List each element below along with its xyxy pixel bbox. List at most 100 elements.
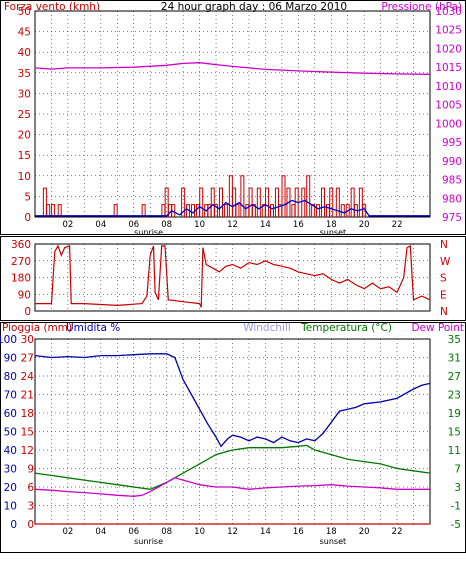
compass-label: W: [440, 256, 451, 268]
y-tick-label: 9: [27, 464, 34, 476]
wind-bar: [164, 187, 169, 217]
y-tick-label: 6: [27, 482, 34, 494]
x-tick-label: 08: [161, 527, 172, 537]
wind-bar: [321, 187, 326, 217]
x-tick-label: 20: [359, 527, 370, 537]
x-tick-label: 14: [260, 527, 271, 537]
y-tick-label: 30: [18, 88, 31, 100]
x-tick-label: 12: [227, 527, 238, 537]
y-tick-label: 1025: [435, 25, 462, 37]
wind-bar: [228, 175, 233, 217]
x-tick-label: 18: [326, 527, 337, 537]
wind-bar: [251, 204, 256, 217]
wind-bar: [141, 204, 146, 217]
wind-bar: [46, 204, 51, 217]
compass-label: S: [440, 273, 447, 285]
wind-bar: [113, 204, 118, 217]
wind-bar: [256, 187, 261, 217]
y-tick-label: 10: [4, 501, 17, 513]
wind-bar: [270, 204, 274, 217]
wind-bar: [161, 204, 166, 217]
y-tick-label: 1030: [435, 6, 462, 18]
x-tick-label: 08: [161, 220, 172, 230]
pressure-axis-label: Pressione (hPa): [381, 1, 462, 13]
y-tick-label: 27: [448, 371, 461, 383]
temperature-line: [34, 444, 431, 490]
wind-bar: [240, 175, 245, 217]
y-tick-label: 985: [442, 175, 462, 187]
humidity-axis-label: Umidita %: [66, 322, 120, 334]
wind-bar: [42, 187, 47, 217]
wind-bar: [232, 187, 237, 217]
wind-bar: [311, 204, 316, 217]
y-tick-label: 1020: [435, 43, 462, 55]
y-tick-label: 7: [454, 464, 461, 476]
y-tick-label: 35: [18, 68, 31, 80]
y-tick-label: 90: [18, 289, 31, 301]
y-tick-label: 5: [24, 191, 31, 203]
wind-pressure-x-ticks: 02 04 06 08 10 12 14 16 18 20 22: [63, 220, 403, 230]
wind-bar: [306, 175, 311, 217]
y-tick-label: 1000: [435, 118, 462, 130]
y-tick-label: 40: [4, 445, 17, 457]
pressure-axis-ticks: 975 980 985 990 995 1000 1005 1010 1015 1020 1025 1…: [435, 6, 462, 224]
y-tick-label: 12: [21, 445, 34, 457]
temperature-axis-label: Temperatura (°C): [300, 322, 392, 334]
wind-bar: [57, 204, 62, 217]
y-tick-label: 30: [4, 464, 17, 476]
x-tick-label: 22: [392, 220, 403, 230]
y-tick-label: 70: [4, 390, 17, 402]
compass-label: E: [440, 289, 447, 301]
x-tick-label: 02: [63, 527, 74, 537]
y-tick-label: 90: [4, 353, 17, 365]
y-tick-label: 360: [11, 239, 31, 251]
wind-bar: [274, 187, 279, 217]
x-tick-label: 22: [392, 527, 403, 537]
x-tick-label: 14: [260, 220, 271, 230]
y-tick-label: 80: [4, 371, 17, 383]
x-tick-label: 10: [194, 220, 205, 230]
wind-bar: [329, 187, 334, 217]
y-tick-label: 1015: [435, 62, 462, 74]
wind-bar: [350, 187, 355, 217]
wind-axis-label: Forza vento (kmh): [4, 1, 100, 13]
y-tick-label: 21: [21, 390, 34, 402]
wind-speed-bars: [42, 175, 367, 217]
wind-bar: [51, 204, 56, 217]
x-tick-label: 12: [227, 220, 238, 230]
y-tick-label: 24: [21, 371, 35, 383]
wind-direction-line: [35, 244, 431, 308]
y-tick-label: 20: [18, 130, 31, 142]
y-tick-label: 3: [454, 482, 461, 494]
sunrise-label: sunrise: [134, 228, 163, 237]
direction-axis-ticks: 0 90 180 270 360: [11, 239, 31, 318]
y-tick-label: 20: [4, 482, 17, 494]
y-tick-label: 975: [442, 212, 462, 224]
x-tick-label: 16: [293, 220, 304, 230]
wind-bar: [291, 204, 296, 217]
wind-bar: [358, 187, 363, 217]
wind-bar: [265, 187, 270, 217]
compass-label: N: [440, 306, 448, 318]
y-tick-label: 50: [4, 427, 17, 439]
wind-direction-grid: [35, 243, 430, 312]
wind-bar: [223, 204, 228, 217]
y-tick-label: 25: [18, 109, 31, 121]
y-tick-label: 3: [27, 501, 34, 513]
wind-bar: [191, 204, 195, 217]
wind-bar: [210, 187, 215, 217]
compass-label: N: [440, 239, 448, 251]
y-tick-label: 270: [11, 256, 31, 268]
windchill-axis-label: Windchill: [243, 322, 291, 334]
y-tick-label: 100: [0, 334, 17, 346]
y-tick-label: 45: [18, 27, 31, 39]
wind-bar: [345, 204, 350, 217]
y-tick-label: 35: [448, 334, 461, 346]
y-tick-label: 980: [442, 193, 462, 205]
y-tick-label: -5: [451, 519, 461, 531]
y-tick-label: 18: [21, 408, 34, 420]
y-tick-label: 1005: [435, 100, 462, 112]
rain-axis-label: Pioggia (mm): [2, 322, 72, 334]
